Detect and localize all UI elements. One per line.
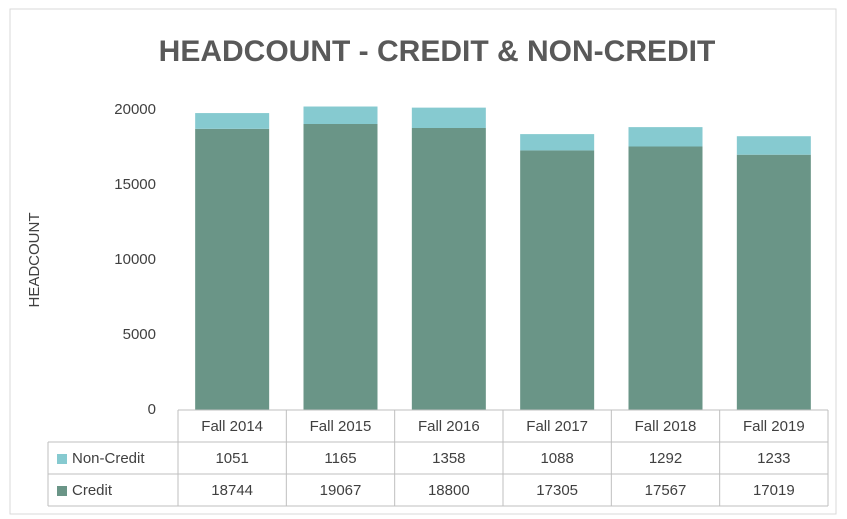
bar xyxy=(411,128,486,410)
bar xyxy=(628,127,703,147)
table-value: 17567 xyxy=(645,482,687,499)
y-tick-label: 0 xyxy=(148,401,156,418)
x-tick-label: Fall 2016 xyxy=(418,418,480,435)
table-value: 1165 xyxy=(324,450,356,467)
x-tick-label: Fall 2014 xyxy=(201,418,263,435)
table-value: 1088 xyxy=(540,450,573,467)
table-value: 1233 xyxy=(757,450,790,467)
table-value: 18744 xyxy=(211,482,253,499)
x-tick-label: Fall 2015 xyxy=(310,418,372,435)
chart-title: HEADCOUNT - CREDIT & NON-CREDIT xyxy=(159,35,716,68)
bar xyxy=(411,107,486,128)
table-value: 1051 xyxy=(215,450,248,467)
table-value: 18800 xyxy=(428,482,470,499)
y-axis-label: HEADCOUNT xyxy=(26,212,43,307)
legend-label: Credit xyxy=(72,482,113,499)
table-value: 1358 xyxy=(432,450,465,467)
bar xyxy=(195,128,270,410)
y-tick-label: 20000 xyxy=(114,101,156,118)
legend-key xyxy=(57,486,67,496)
x-tick-label: Fall 2019 xyxy=(743,418,805,435)
bar xyxy=(628,146,703,410)
bar xyxy=(520,134,595,151)
y-tick-label: 10000 xyxy=(114,251,156,268)
y-tick-label: 5000 xyxy=(123,326,156,343)
x-tick-label: Fall 2017 xyxy=(526,418,588,435)
table-value: 17019 xyxy=(753,482,795,499)
y-tick-label: 15000 xyxy=(114,176,156,193)
bar xyxy=(303,123,378,411)
x-tick-label: Fall 2018 xyxy=(635,418,697,435)
table-value: 17305 xyxy=(536,482,578,499)
bar xyxy=(195,113,270,129)
table-value: 19067 xyxy=(320,482,362,499)
bar xyxy=(736,136,811,155)
legend-key xyxy=(57,454,67,464)
table-value: 1292 xyxy=(649,450,682,467)
legend-label: Non-Credit xyxy=(72,450,145,467)
bar xyxy=(303,106,378,124)
bar xyxy=(520,150,595,411)
bar xyxy=(736,154,811,410)
